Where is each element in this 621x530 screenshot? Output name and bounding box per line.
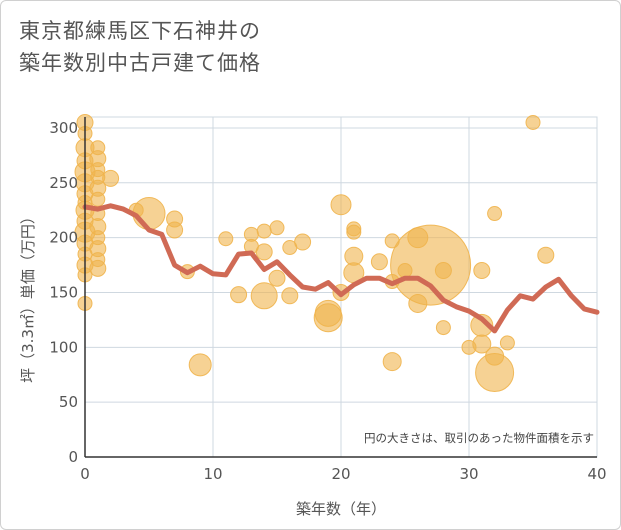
axes bbox=[84, 117, 597, 458]
y-tick-label-0: 0 bbox=[68, 448, 78, 466]
x-tick-label-10: 10 bbox=[203, 465, 222, 483]
bubble-point-55 bbox=[370, 253, 388, 271]
bubble-point-71 bbox=[475, 353, 515, 393]
bubble-point-42 bbox=[269, 220, 285, 236]
bubble-point-41 bbox=[250, 282, 278, 310]
chart-title: 東京都練馬区下石神井の 築年数別中古戸建て価格 bbox=[19, 15, 261, 79]
y-tick-label-100: 100 bbox=[49, 338, 78, 356]
bubble-point-46 bbox=[294, 233, 312, 251]
bubble-point-43 bbox=[268, 269, 286, 287]
bubble-point-48 bbox=[313, 303, 343, 333]
bubble-point-73 bbox=[525, 114, 541, 130]
bubble-point-36 bbox=[230, 286, 248, 304]
average-line-layer bbox=[82, 203, 600, 334]
bubble-point-27 bbox=[89, 259, 107, 277]
y-tick-label-250: 250 bbox=[49, 174, 78, 192]
bubble-point-58 bbox=[382, 352, 402, 372]
x-tick-label-30: 30 bbox=[459, 465, 478, 483]
size-note: 円の大きさは、取引のあった物件面積を示す bbox=[364, 431, 594, 445]
bubble-point-74 bbox=[537, 246, 555, 264]
bubble-point-34 bbox=[188, 353, 212, 377]
bubble-series bbox=[74, 113, 555, 393]
chart-title-line-2: 築年数別中古戸建て価格 bbox=[19, 51, 261, 75]
bubble-point-49 bbox=[330, 194, 352, 216]
bubble-point-63 bbox=[434, 262, 452, 280]
bubble-point-35 bbox=[218, 231, 234, 247]
y-tick-label-150: 150 bbox=[49, 283, 78, 301]
bubble-point-68 bbox=[472, 334, 492, 354]
y-tick-label-200: 200 bbox=[49, 229, 78, 247]
bubble-point-30 bbox=[132, 197, 166, 231]
chart-title-line-1: 東京都練馬区下石神井の bbox=[19, 19, 261, 43]
bubble-point-40 bbox=[255, 243, 273, 261]
bubble-point-45 bbox=[281, 287, 299, 305]
bubble-point-72 bbox=[499, 335, 515, 351]
bubble-point-64 bbox=[435, 320, 451, 336]
bubble-point-39 bbox=[256, 223, 272, 239]
y-tick-label-300: 300 bbox=[49, 119, 78, 137]
y-tick-label-50: 50 bbox=[59, 393, 78, 411]
bubble-point-32 bbox=[166, 221, 184, 239]
bubble-point-62 bbox=[390, 224, 472, 306]
average-price-line bbox=[82, 203, 600, 334]
bubble-point-21 bbox=[90, 191, 106, 207]
bubble-point-66 bbox=[473, 262, 491, 280]
x-tick-label-20: 20 bbox=[331, 465, 350, 483]
bubble-point-28 bbox=[102, 169, 120, 187]
x-axis-label: 築年数（年） bbox=[296, 500, 386, 518]
y-axis-label: 坪（3.3㎡）単価（万円） bbox=[19, 209, 37, 383]
x-tick-label-40: 40 bbox=[587, 465, 606, 483]
x-tick-label-0: 0 bbox=[80, 465, 90, 483]
bubble-point-52 bbox=[346, 224, 362, 240]
tick-labels: 0 50 100 150 200 250 300 0 10 20 30 40 bbox=[49, 119, 606, 483]
bubble-point-69 bbox=[487, 206, 503, 222]
